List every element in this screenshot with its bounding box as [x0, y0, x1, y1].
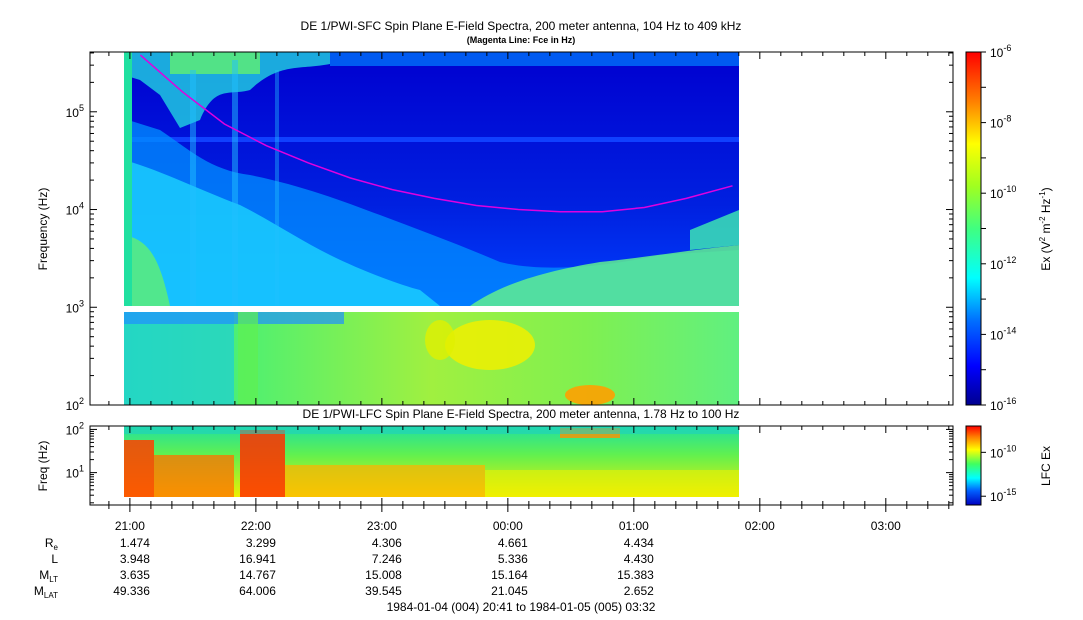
ephemeris-value: 4.306 — [372, 536, 402, 550]
ephemeris-value: 39.545 — [365, 584, 402, 598]
sfc-lower-yellow-3 — [425, 320, 455, 360]
sfc-data-gap — [124, 306, 739, 312]
sfc-colorbar-tick-label: 10-10 — [990, 184, 1016, 201]
lfc-red-2 — [240, 430, 285, 497]
ephemeris-value: 2.652 — [624, 584, 654, 598]
lfc-left-red — [124, 440, 154, 497]
sfc-colorbar-ticks: 10-6 10-8 10-10 10-12 10-14 10-16 — [981, 43, 1016, 413]
sfc-lower-yellow-1 — [445, 320, 535, 370]
ephemeris-value: 49.336 — [113, 584, 150, 598]
time-tick-label: 03:00 — [871, 519, 901, 533]
sfc-colorbar-bar — [965, 51, 982, 406]
lfc-ylabel: Freq (Hz) — [36, 441, 50, 492]
sfc-y-tick-label: 105 — [66, 103, 84, 120]
sfc-y-tick-label: 102 — [66, 396, 84, 413]
sfc-streak — [232, 60, 238, 306]
lfc-colorbar: 10-10 10-15 LFC Ex — [965, 425, 1053, 506]
ephemeris-value: 64.006 — [239, 584, 276, 598]
fce-line — [139, 54, 733, 213]
sfc-colorbar-tick-label: 10-6 — [990, 43, 1011, 60]
sfc-mid-green — [124, 235, 170, 306]
sfc-lower-yellow-2 — [565, 385, 615, 405]
ephemeris-value: 21.045 — [491, 584, 528, 598]
sfc-panel: 102 103 104 105 Frequency (Hz) — [36, 51, 954, 413]
time-tick-label: 23:00 — [367, 519, 397, 533]
lfc-colorbar-tick-label: 10-15 — [990, 487, 1016, 504]
sfc-lower-right — [470, 245, 739, 306]
ephemeris-value: 4.430 — [624, 552, 654, 566]
ephemeris-value: 15.164 — [491, 568, 528, 582]
sfc-left-strip — [124, 52, 132, 306]
lfc-red-1 — [154, 455, 234, 497]
ephemeris-value: 15.383 — [617, 568, 654, 582]
time-tick-label: 01:00 — [619, 519, 649, 533]
sfc-frame — [89, 51, 954, 406]
sfc-title: DE 1/PWI-SFC Spin Plane E-Field Spectra,… — [301, 19, 742, 33]
sfc-colorbar-label: Ex (V2 m-2 Hz-1) — [1038, 187, 1053, 270]
sfc-streak — [190, 70, 196, 306]
lfc-frame — [89, 425, 954, 506]
footer-time-range: 1984-01-04 (004) 20:41 to 1984-01-05 (00… — [387, 600, 656, 614]
sfc-spectrogram — [124, 52, 739, 405]
lfc-y-axis: 101 102 — [66, 420, 953, 504]
sfc-streak — [275, 70, 279, 306]
time-tick-label: 22:00 — [241, 519, 271, 533]
lfc-spectrogram — [124, 426, 739, 497]
ephemeris-value: 5.336 — [498, 552, 528, 566]
ephemeris-row-label: MLAT — [34, 584, 58, 600]
lfc-colorbar-ticks: 10-10 10-15 — [981, 443, 1016, 504]
sfc-y-tick-label: 103 — [66, 298, 84, 315]
ephemeris-value: 16.941 — [239, 552, 276, 566]
sfc-colorbar-tick-label: 10-14 — [990, 325, 1016, 342]
sfc-colorbar-tick-label: 10-16 — [990, 396, 1016, 413]
ephemeris-value: 7.246 — [372, 552, 402, 566]
sfc-colorbar-tick-label: 10-8 — [990, 114, 1011, 131]
ephemeris-value: 3.299 — [246, 536, 276, 550]
sfc-colorbar-tick-label: 10-12 — [990, 255, 1016, 272]
sfc-y-tick-label: 104 — [66, 201, 84, 218]
sfc-lower-band-blue — [124, 312, 344, 324]
sfc-subtitle: (Magenta Line: Fce in Hz) — [467, 35, 576, 45]
sfc-ylabel: Frequency (Hz) — [36, 188, 50, 271]
sfc-mid-cyan — [124, 160, 440, 306]
lfc-yellow — [485, 470, 739, 497]
ephemeris-value: 3.635 — [120, 568, 150, 582]
sfc-streak — [238, 312, 258, 405]
sfc-colorbar: 10-6 10-8 10-10 10-12 10-14 10-16 Ex (V2 m-2 … — [965, 43, 1053, 413]
sfc-lower-band-cyan — [124, 312, 234, 405]
time-axis: 21:00 22:00 23:00 00:00 01:00 02:00 03:00 — [108, 52, 950, 533]
lfc-y-tick-label: 101 — [66, 464, 84, 481]
ephemeris-value: 15.008 — [365, 568, 402, 582]
time-tick-label: 00:00 — [493, 519, 523, 533]
time-tick-label: 02:00 — [745, 519, 775, 533]
ephemeris-value: 4.434 — [624, 536, 654, 550]
lfc-colorbar-tick-label: 10-10 — [990, 443, 1016, 460]
lfc-orange — [285, 465, 485, 497]
lfc-title: DE 1/PWI-LFC Spin Plane E-Field Spectra,… — [303, 407, 740, 421]
ephemeris-value: 14.767 — [239, 568, 276, 582]
lfc-colorbar-label: LFC Ex — [1039, 446, 1053, 486]
ephemeris-value: 4.661 — [498, 536, 528, 550]
ephemeris-value: 1.474 — [120, 536, 150, 550]
time-tick-label: 21:00 — [115, 519, 145, 533]
ephemeris-value: 3.948 — [120, 552, 150, 566]
sfc-right-green — [690, 210, 739, 250]
sfc-band-line — [124, 137, 739, 142]
ephemeris-row-label: Re — [45, 536, 59, 552]
ephemeris-row-label: L — [51, 552, 58, 566]
sfc-y-axis: 102 103 104 105 — [66, 52, 953, 413]
sfc-top-green — [170, 52, 260, 74]
ephemeris-row-label: MLT — [39, 568, 58, 584]
sfc-top-cyan — [330, 52, 739, 66]
lfc-top-cyan — [124, 426, 739, 434]
ephemeris-table: Re 1.474 3.299 4.306 4.661 4.434 L 3.948 16.941 7… — [34, 536, 654, 600]
lfc-panel: 101 102 Freq (Hz) — [36, 420, 954, 506]
lfc-y-tick-label: 102 — [66, 420, 84, 437]
lfc-colorbar-bar — [965, 425, 982, 506]
